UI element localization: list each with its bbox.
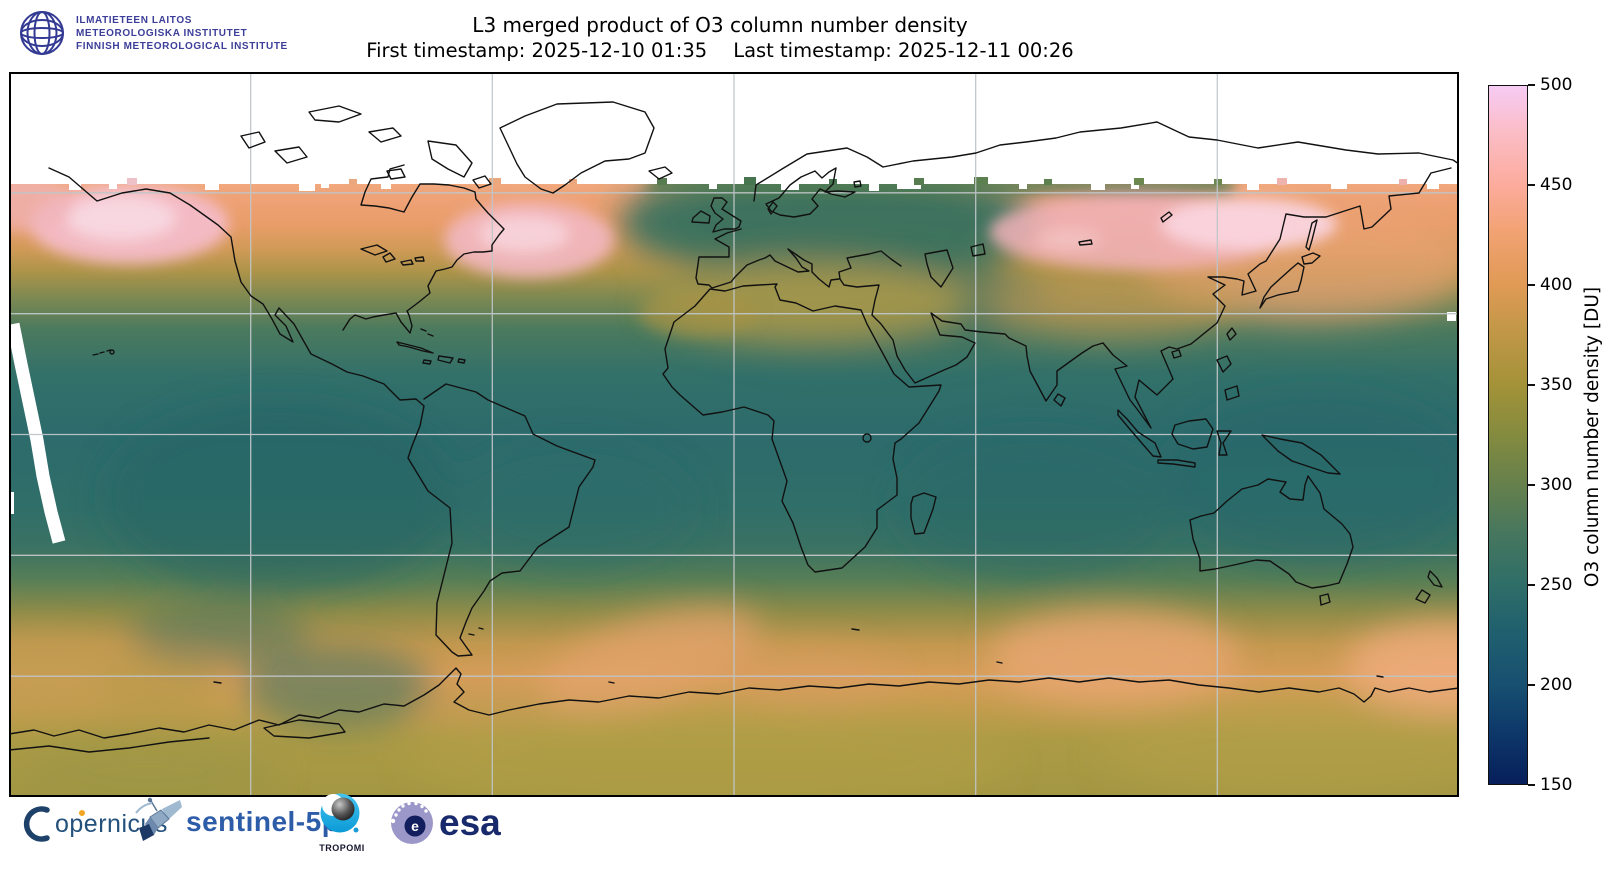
colorbar-axis-label: O3 column number density [DU] (1582, 286, 1603, 588)
fmi-line-fi: ILMATIETEEN LAITOS (76, 14, 192, 26)
esa-logo: e esa (388, 798, 501, 848)
colorbar-tick-label: 150 (1540, 775, 1573, 795)
map-frame (9, 72, 1459, 797)
last-timestamp: Last timestamp: 2025-12-11 00:26 (733, 39, 1074, 62)
plot-title: L3 merged product of O3 column number de… (472, 13, 968, 37)
colorbar-tick (1528, 384, 1535, 386)
fmi-logo: ILMATIETEEN LAITOS METEOROLOGISKA INSTIT… (18, 9, 288, 57)
colorbar-tick (1528, 284, 1535, 286)
colorbar-tick-label: 250 (1540, 575, 1573, 595)
data-edge-raggedness (69, 177, 1439, 191)
copernicus-satellite-dot-icon (79, 810, 85, 816)
colorbar (1488, 85, 1528, 785)
colorbar-tick (1528, 484, 1535, 486)
fmi-institute-name: ILMATIETEEN LAITOS METEOROLOGISKA INSTIT… (76, 14, 288, 53)
colorbar-tick-label: 500 (1540, 75, 1573, 95)
satellite-icon (135, 797, 182, 841)
colorbar-tick-label: 400 (1540, 275, 1573, 295)
tropomi-icon (320, 793, 360, 833)
colorbar-tick-label: 200 (1540, 675, 1573, 695)
colorbar-tick (1528, 84, 1535, 86)
plot-titles: L3 merged product of O3 column number de… (0, 12, 1440, 63)
copernicus-crescent-icon (23, 806, 50, 842)
esa-e-glyph: e (411, 818, 419, 834)
plot-subtitle: First timestamp: 2025-12-10 01:35 Last ti… (0, 38, 1440, 63)
graticule (9, 72, 1459, 797)
coastlines (9, 101, 1459, 753)
colorbar-tick (1528, 684, 1535, 686)
colorbar-tick-label: 450 (1540, 175, 1573, 195)
colorbar-tick (1528, 784, 1535, 786)
esa-icon: e (390, 801, 433, 844)
esa-label: esa (439, 802, 501, 843)
fmi-globe-icon (20, 11, 64, 55)
sentinel-5p-logo: sentinel-5p (128, 792, 339, 852)
world-map (9, 72, 1459, 797)
colorbar-tick-label: 350 (1540, 375, 1573, 395)
fmi-line-en: FINNISH METEOROLOGICAL INSTITUTE (76, 40, 288, 52)
tropomi-logo: TROPOMI (316, 792, 368, 853)
fmi-line-sv: METEOROLOGISKA INSTITUTET (76, 27, 248, 39)
colorbar-tick-label: 300 (1540, 475, 1573, 495)
colorbar-tick (1528, 584, 1535, 586)
first-timestamp: First timestamp: 2025-12-10 01:35 (366, 39, 708, 62)
sentinel-5p-label: sentinel-5p (186, 806, 340, 837)
no-data-swath (9, 312, 1456, 544)
tropomi-label: TROPOMI (319, 843, 365, 853)
colorbar-tick (1528, 184, 1535, 186)
